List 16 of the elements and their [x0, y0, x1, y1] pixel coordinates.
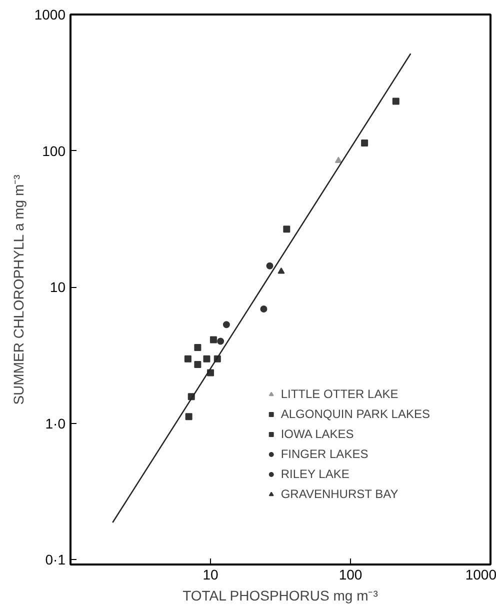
y-tick-label: 0·1	[45, 552, 66, 568]
y-tick-label: 10	[50, 279, 66, 296]
x-tick-label: 100	[338, 566, 362, 582]
y-tick-label: 1·0	[45, 415, 66, 432]
x-axis-title: TOTAL PHOSPHORUS mg m⁻³	[182, 588, 378, 604]
legend-label: LITTLE OTTER LAKE	[280, 387, 398, 401]
y-tick-label: 100	[42, 142, 66, 159]
y-axis-title: SUMMER CHLOROPHYLL a mg m⁻³	[10, 174, 26, 405]
legend-label: IOWA LAKES	[280, 427, 354, 441]
x-tick-label: 10	[202, 566, 218, 582]
x-tick-label: 1000	[465, 566, 496, 582]
legend-label: RILEY LAKE	[280, 467, 350, 481]
legend-label: GRAVENHURST BAY	[280, 487, 398, 501]
y-tick-label: 1000	[34, 6, 66, 22]
legend-label: ALGONQUIN PARK LAKES	[280, 407, 430, 421]
legend-label: FINGER LAKES	[280, 447, 368, 461]
